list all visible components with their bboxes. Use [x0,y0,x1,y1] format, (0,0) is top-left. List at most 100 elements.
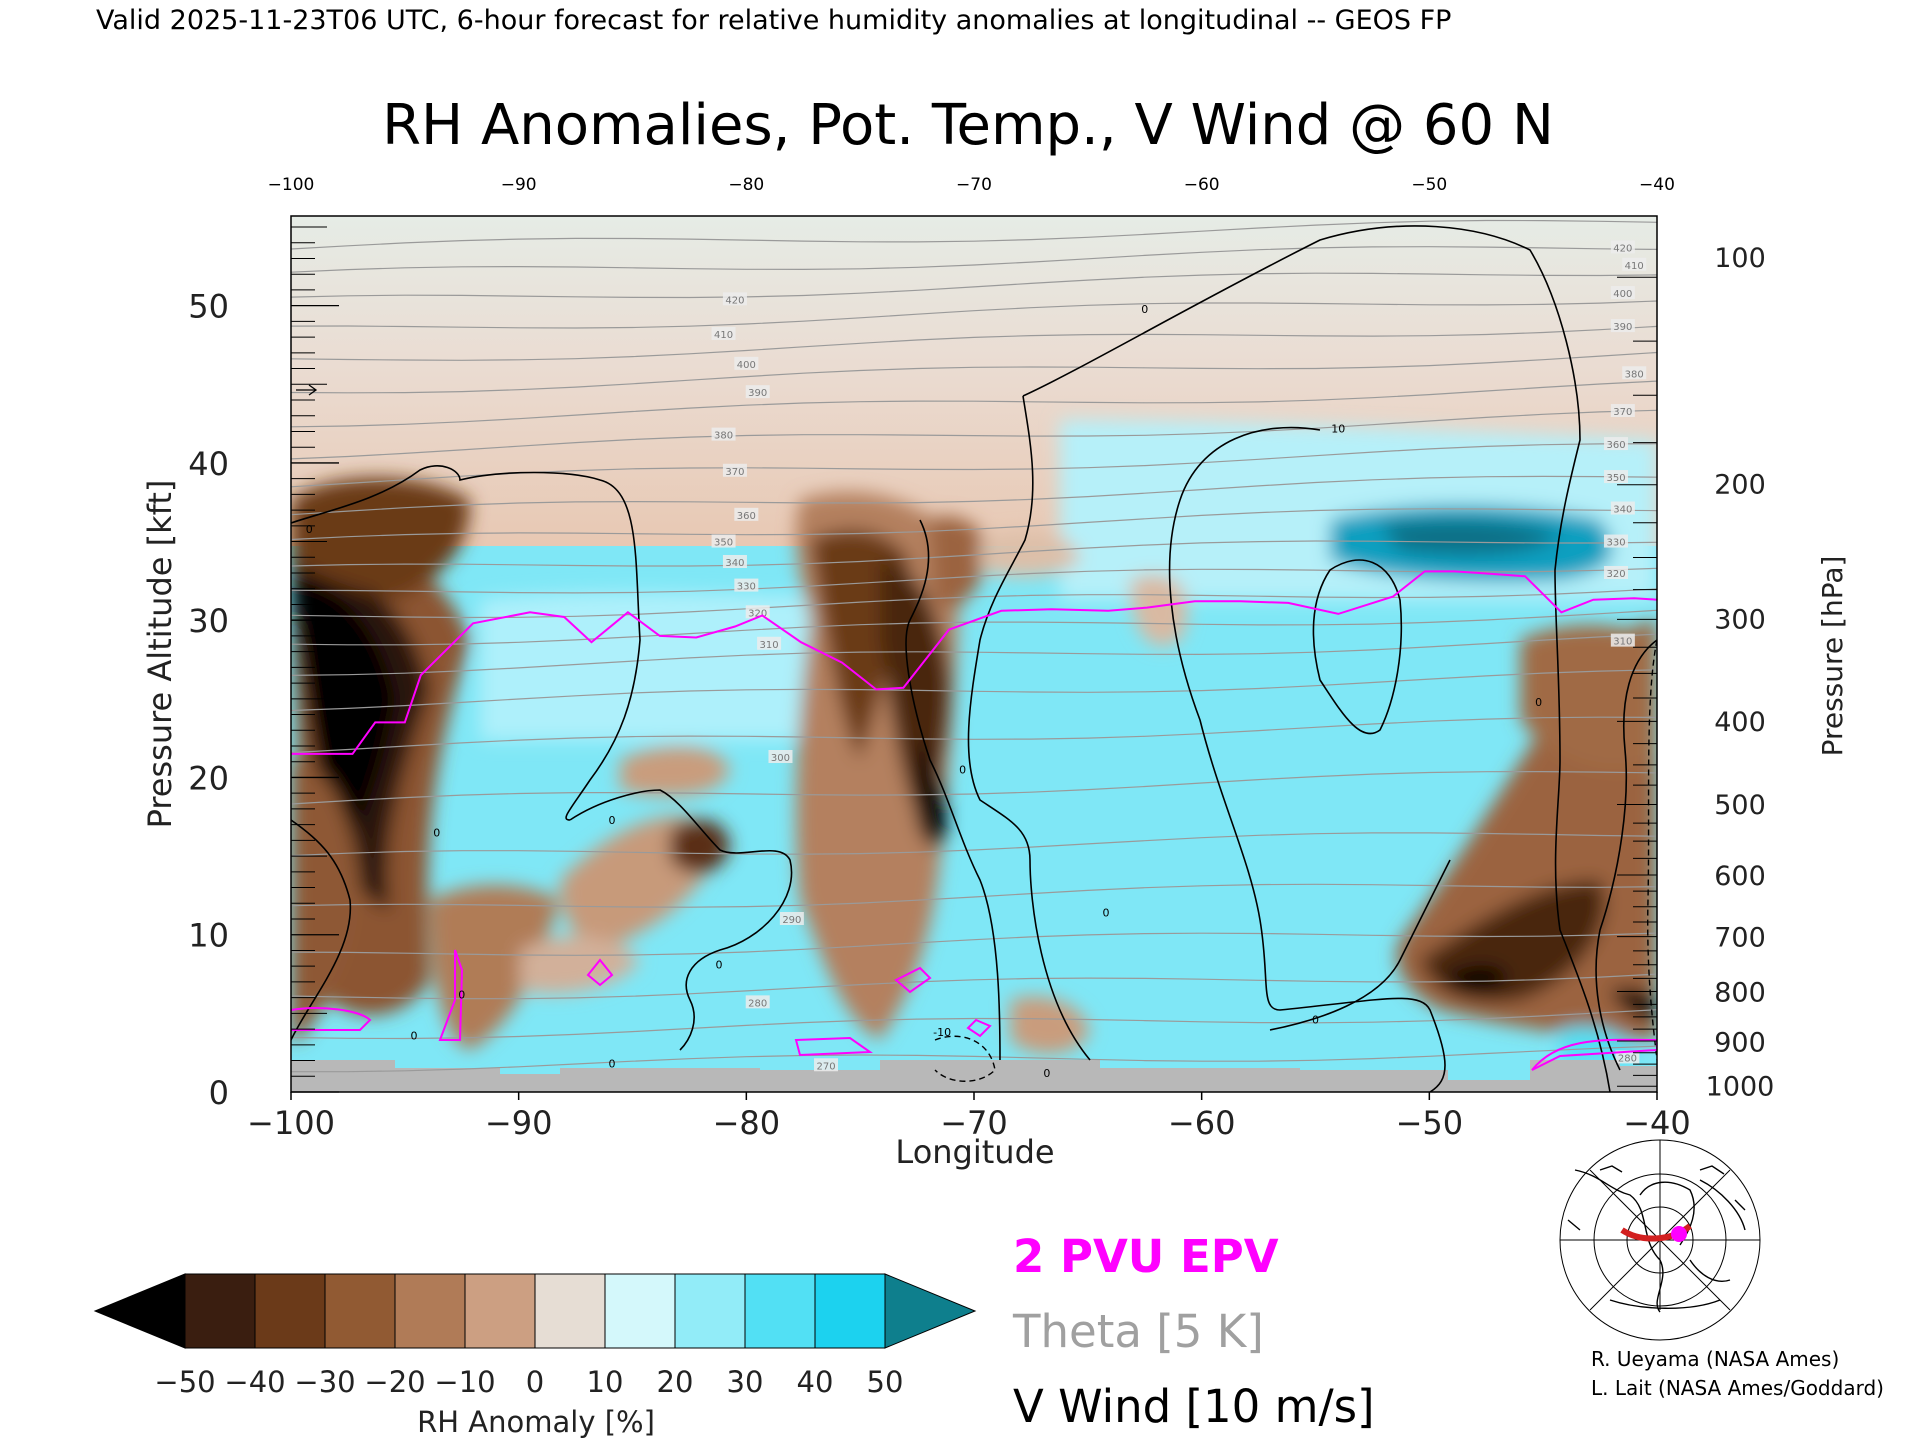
epv-loop [291,1007,372,1031]
v-wind-contour-label: 0 [1535,696,1542,709]
colorbar-tick-label: −50 [154,1365,215,1399]
theta-contour-line [291,272,1657,299]
theta-contour-line [291,409,1657,460]
colorbar-cell [534,1273,606,1349]
v-wind-contour-label: 0 [716,959,723,972]
theta-contour-line [291,973,1657,1000]
theta-contour-label: 350 [1606,473,1625,484]
theta-label-bg [1610,633,1635,647]
theta-contour-line [291,475,1657,516]
legend: 2 PVU EPV Theta [5 K] V Wind [10 m/s] [1012,1230,1375,1433]
theta-contour-label: 310 [1613,637,1632,648]
x-tick-label: −80 [713,1104,781,1142]
theta-contour-line [291,633,1657,676]
colorbar-cell [814,1273,886,1349]
theta-label-bg [768,750,793,764]
top-tick-label: −70 [956,175,992,195]
valid-time-header: Valid 2025-11-23T06 UTC, 6-hour forecast… [96,5,1451,36]
pressure-tick-label: 300 [1714,605,1766,636]
pressure-tick-label: 400 [1714,707,1766,738]
y-tick-label: 40 [188,445,229,483]
location-inset-map [1559,1139,1761,1341]
v-wind-contour-label: 10 [1331,422,1345,435]
theta-contour-label: 330 [1606,538,1625,549]
theta-contour-label: 380 [1625,369,1644,380]
chart-title: RH Anomalies, Pot. Temp., V Wind @ 60 N [382,93,1554,158]
theta-contour-label: 420 [725,295,744,306]
theta-label-bg [1604,566,1629,580]
colorbar-cell [604,1273,676,1349]
v-wind-contour-label: 0 [609,1058,616,1071]
theta-label-bg [745,385,770,399]
theta-contour-line [291,669,1657,712]
top-tick-label: −80 [728,175,764,195]
theta-contour-label: 400 [1613,289,1632,300]
theta-contour-label: 370 [1613,407,1632,418]
pressure-tick-label: 900 [1714,1028,1766,1059]
epv-loop [966,1018,992,1038]
colorbar-tick-label: −20 [364,1365,425,1399]
theta-label-bg [734,578,759,592]
theta-contour-label: 410 [1625,261,1644,272]
theta-contour-label: 360 [737,511,756,522]
theta-label-bg [1615,1050,1640,1064]
theta-contour-label: 360 [1606,440,1625,451]
arrow-marker-icon [296,384,318,396]
pressure-tick-label: 100 [1714,243,1766,274]
map-coastline [1567,1165,1746,1231]
theta-label-bg [1610,501,1635,515]
v-wind-dashed-contours [934,639,1657,1082]
x-tick-label: −90 [485,1104,553,1142]
v-wind-contours [291,225,1657,1092]
x-tick-label: −70 [940,1104,1008,1142]
theta-label-bg [1604,470,1629,484]
theta-label-bg [814,1058,839,1072]
y2-axis-label: Pressure [hPa] [1816,556,1849,757]
arrow-marker [296,384,318,396]
y-tick-label: 10 [188,917,229,955]
v-wind-zero-contour-top [1022,225,1611,1092]
theta-label-bg [1604,437,1629,451]
legend-epv: 2 PVU EPV [1013,1230,1279,1283]
colorbar-tick-label: 10 [587,1365,624,1399]
y-tick-label: 0 [209,1074,229,1112]
y-tick-label: 30 [188,602,229,640]
theta-contour-line [291,300,1657,329]
y-tick-label: 20 [188,759,229,797]
y-axis-label: Pressure Altitude [kft] [141,480,179,829]
theta-contour-label: 380 [714,431,733,442]
colorbar-cell [674,1273,746,1349]
colorbar-high-arrow [884,1273,977,1349]
theta-label-bg [1610,286,1635,300]
top-tick-label: −50 [1411,175,1447,195]
ground-mask [291,1060,1657,1092]
plot-area: 420 410 400 390 380 370 360 350 340 330 320 310 300 2… [291,216,1657,1092]
colorbar-tick-labels: −50 −40 −30 −20 −10 0 10 20 30 40 50 [154,1365,903,1399]
colorbar-tick-label: 40 [797,1365,834,1399]
colorbar-cell [394,1273,466,1349]
v-wind-contour-loop-mid [569,789,793,1051]
epv-loop [586,958,614,987]
theta-contours: 420 410 400 390 380 370 360 350 340 330 320 310 300 2… [291,219,1657,1073]
theta-contour-line [291,1045,1657,1073]
credit-line-2: L. Lait (NASA Ames/Goddard) [1591,1376,1884,1400]
x-tick-label: −40 [1623,1104,1691,1142]
theta-label-bg [711,326,736,340]
theta-contour-line [291,219,1657,250]
theta-label-bg [1610,319,1635,333]
colorbar-cell [324,1273,396,1349]
theta-label-bg [1604,534,1629,548]
theta-label-bg [745,995,770,1009]
colorbar-low-arrow [93,1273,186,1349]
theta-contour-label: 420 [1613,243,1632,254]
colorbar-cell [254,1273,326,1349]
v-wind-10-contour [1168,426,1446,1092]
theta-contour-label: 340 [725,558,744,569]
theta-contour-label: 310 [760,640,779,651]
epv-loop [438,949,464,1041]
theta-contour-label: 300 [771,753,790,764]
theta-contour-line [291,832,1657,857]
legend-theta: Theta [5 K] [1012,1305,1264,1358]
epv-loop [794,1036,873,1057]
